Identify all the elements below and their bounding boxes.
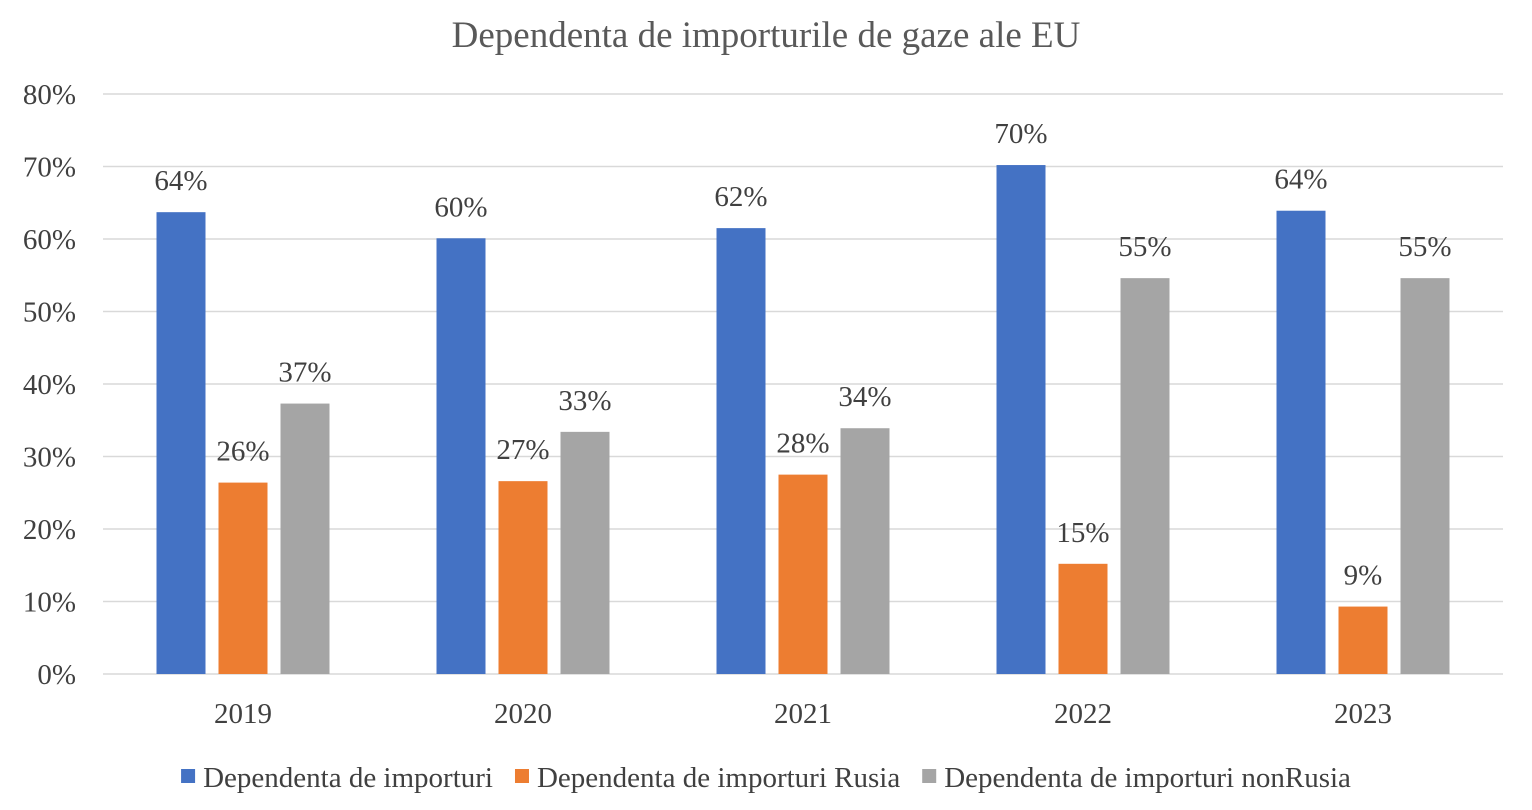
x-tick-label: 2023: [1334, 698, 1392, 730]
bar-2022-series-1: [996, 165, 1046, 675]
bars: [156, 165, 1450, 675]
legend-label: Dependenta de importuri Rusia: [537, 762, 900, 794]
y-tick-label: 80%: [23, 79, 76, 111]
bar-2020-series-2: [498, 481, 548, 674]
data-label: 55%: [1398, 231, 1451, 263]
y-tick-label: 0%: [37, 659, 76, 691]
data-label: 62%: [714, 181, 767, 213]
data-label: 26%: [216, 436, 269, 468]
data-label: 9%: [1344, 560, 1383, 592]
legend-item-2: Dependenta de importuri Rusia: [514, 762, 900, 794]
legend-swatch: [514, 769, 529, 783]
data-label: 15%: [1056, 517, 1109, 549]
data-label: 37%: [278, 357, 331, 389]
legend-item-3: Dependenta de importuri nonRusia: [922, 762, 1351, 794]
x-tick-label: 2022: [1054, 698, 1112, 730]
y-axis-ticks: 0% 10% 20% 30% 40% 50% 60% 70% 80%: [23, 79, 76, 691]
y-tick-label: 50%: [23, 297, 76, 329]
data-label: 34%: [838, 381, 891, 413]
legend-label: Dependenta de importuri: [203, 762, 493, 794]
gridlines: [103, 93, 1503, 675]
x-tick-label: 2019: [214, 698, 272, 730]
bar-2021-series-2: [778, 474, 828, 674]
data-labels: 64% 26% 37% 60% 27% 33% 62% 28% 34% 70% 15% 55% 64% 9…: [154, 118, 1451, 592]
bar-2021-series-1: [716, 228, 766, 674]
x-tick-label: 2020: [494, 698, 552, 730]
legend-swatch: [922, 769, 937, 783]
data-label: 28%: [776, 428, 829, 460]
bar-2023-series-2: [1338, 606, 1388, 674]
x-axis-ticks: 2019 2020 2021 2022 2023: [214, 698, 1392, 730]
legend: Dependenta de importuri Dependenta de imp…: [181, 762, 1351, 794]
bar-2019-series-3: [280, 403, 330, 674]
data-label: 27%: [496, 434, 549, 466]
data-label: 55%: [1118, 231, 1171, 263]
y-tick-label: 60%: [23, 224, 76, 256]
y-tick-label: 30%: [23, 442, 76, 474]
legend-label: Dependenta de importuri nonRusia: [944, 762, 1351, 794]
y-tick-label: 20%: [23, 514, 76, 546]
bar-2022-series-2: [1058, 563, 1108, 674]
bar-2019-series-1: [156, 212, 206, 675]
legend-swatch: [181, 769, 196, 783]
data-label: 60%: [434, 191, 487, 223]
data-label: 64%: [1274, 164, 1327, 196]
y-tick-label: 70%: [23, 152, 76, 184]
chart-title: Dependenta de importurile de gaze ale EU: [452, 15, 1081, 56]
bar-2022-series-3: [1120, 278, 1170, 674]
bar-2020-series-1: [436, 238, 486, 674]
legend-item-1: Dependenta de importuri: [181, 762, 493, 794]
x-tick-label: 2021: [774, 698, 832, 730]
bar-2019-series-2: [218, 482, 268, 674]
data-label: 70%: [994, 118, 1047, 150]
y-tick-label: 10%: [23, 587, 76, 619]
y-tick-label: 40%: [23, 369, 76, 401]
data-label: 64%: [154, 165, 207, 197]
bar-2021-series-3: [840, 428, 890, 674]
data-label: 33%: [558, 385, 611, 417]
bar-2023-series-1: [1276, 210, 1326, 674]
bar-2023-series-3: [1400, 278, 1450, 674]
bar-2020-series-3: [560, 431, 610, 674]
